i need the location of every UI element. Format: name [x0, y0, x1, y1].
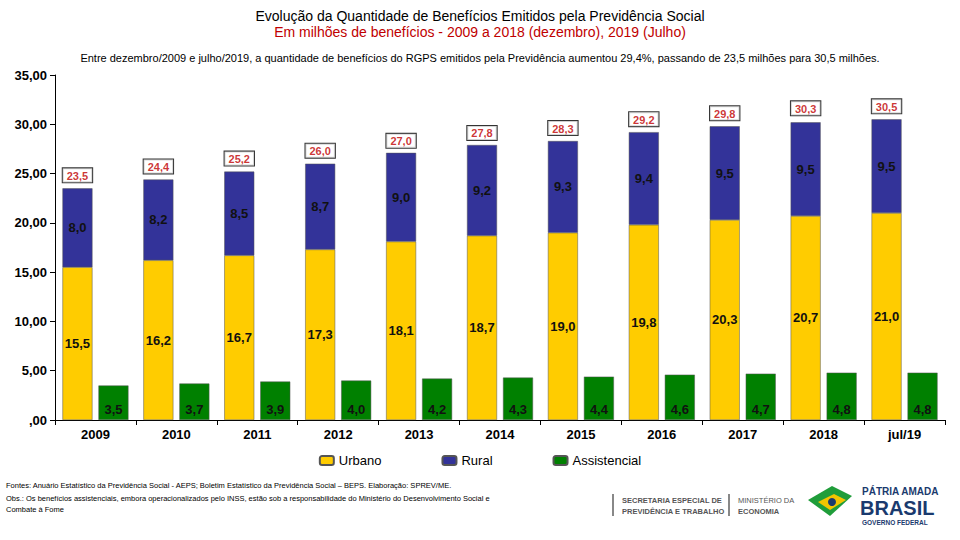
svg-text:Em milhões de benefícios - 200: Em milhões de benefícios - 2009 a 2018 (…	[274, 24, 686, 40]
svg-text:Entre dezembro/2009 e julho/20: Entre dezembro/2009 e julho/2019, a quan…	[80, 52, 879, 64]
svg-text:8,2: 8,2	[149, 212, 167, 227]
svg-text:30,3: 30,3	[795, 103, 816, 115]
svg-text:Obs.: Os benefícios assistenci: Obs.: Os benefícios assistenciais, embor…	[6, 494, 490, 503]
svg-text:,00: ,00	[29, 413, 47, 428]
svg-text:5,00: 5,00	[22, 363, 47, 378]
svg-text:2018: 2018	[809, 427, 838, 442]
svg-text:Urbano: Urbano	[339, 453, 382, 468]
svg-text:4,4: 4,4	[590, 402, 609, 417]
svg-text:35,00: 35,00	[14, 68, 47, 83]
svg-text:4,7: 4,7	[752, 402, 770, 417]
svg-text:23,5: 23,5	[67, 170, 88, 182]
svg-text:30,00: 30,00	[14, 117, 47, 132]
svg-text:8,5: 8,5	[230, 206, 248, 221]
svg-text:9,3: 9,3	[554, 179, 572, 194]
svg-text:4,2: 4,2	[428, 402, 446, 417]
svg-text:27,0: 27,0	[390, 135, 411, 147]
svg-text:9,2: 9,2	[473, 183, 491, 198]
svg-text:17,3: 17,3	[308, 327, 333, 342]
svg-text:4,0: 4,0	[347, 402, 365, 417]
svg-text:GOVERNO FEDERAL: GOVERNO FEDERAL	[862, 519, 928, 526]
svg-text:SECRETARIA ESPECIAL DE: SECRETARIA ESPECIAL DE	[622, 496, 722, 505]
svg-text:19,8: 19,8	[631, 315, 656, 330]
svg-text:ECONOMIA: ECONOMIA	[738, 507, 780, 516]
svg-text:20,00: 20,00	[14, 215, 47, 230]
svg-text:2012: 2012	[324, 427, 353, 442]
svg-text:Fontes: Anuário Estatístico da: Fontes: Anuário Estatístico da Previdênc…	[6, 481, 451, 490]
svg-text:2016: 2016	[647, 427, 676, 442]
svg-text:24,4: 24,4	[148, 161, 170, 173]
svg-text:10,00: 10,00	[14, 314, 47, 329]
svg-text:21,0: 21,0	[874, 309, 899, 324]
svg-text:2014: 2014	[486, 427, 516, 442]
svg-text:16,7: 16,7	[227, 330, 252, 345]
svg-text:Evolução da Quantidade de Bene: Evolução da Quantidade de Benefícios Emi…	[255, 8, 704, 24]
svg-text:25,2: 25,2	[229, 153, 250, 165]
svg-text:16,2: 16,2	[146, 333, 171, 348]
svg-text:20,3: 20,3	[712, 312, 737, 327]
svg-text:2015: 2015	[566, 427, 595, 442]
svg-text:MINISTÉRIO DA: MINISTÉRIO DA	[738, 496, 794, 505]
svg-text:9,5: 9,5	[878, 159, 896, 174]
svg-text:9,5: 9,5	[716, 166, 734, 181]
svg-text:Combate à Fome: Combate à Fome	[6, 505, 64, 514]
svg-text:4,6: 4,6	[671, 402, 689, 417]
svg-text:Assistencial: Assistencial	[573, 453, 642, 468]
svg-text:2011: 2011	[243, 427, 271, 442]
svg-text:29,2: 29,2	[633, 114, 654, 126]
svg-text:29,8: 29,8	[714, 108, 735, 120]
svg-text:3,5: 3,5	[104, 402, 122, 417]
svg-text:9,0: 9,0	[392, 190, 410, 205]
svg-text:18,1: 18,1	[388, 323, 413, 338]
svg-text:8,7: 8,7	[311, 199, 329, 214]
svg-text:4,8: 4,8	[914, 402, 932, 417]
svg-text:BRASIL: BRASIL	[860, 497, 934, 519]
svg-text:26,0: 26,0	[309, 145, 330, 157]
svg-text:15,5: 15,5	[65, 336, 90, 351]
svg-text:PREVIDÊNCIA E TRABALHO: PREVIDÊNCIA E TRABALHO	[622, 507, 724, 516]
svg-text:27,8: 27,8	[471, 127, 492, 139]
svg-text:jul/19: jul/19	[887, 427, 921, 442]
svg-text:2017: 2017	[728, 427, 757, 442]
svg-text:2010: 2010	[162, 427, 191, 442]
svg-text:2013: 2013	[405, 427, 434, 442]
svg-text:20,7: 20,7	[793, 310, 818, 325]
svg-text:8,0: 8,0	[68, 220, 86, 235]
svg-text:19,0: 19,0	[550, 319, 575, 334]
svg-text:25,00: 25,00	[14, 166, 47, 181]
svg-text:9,4: 9,4	[635, 171, 654, 186]
svg-text:18,7: 18,7	[469, 320, 494, 335]
svg-text:2009: 2009	[81, 427, 110, 442]
svg-text:3,7: 3,7	[185, 402, 203, 417]
svg-text:15,00: 15,00	[14, 265, 47, 280]
svg-text:PÁTRIA AMADA: PÁTRIA AMADA	[862, 485, 938, 497]
svg-text:9,5: 9,5	[797, 162, 815, 177]
svg-text:28,3: 28,3	[552, 123, 573, 135]
svg-text:4,3: 4,3	[509, 402, 527, 417]
svg-text:4,8: 4,8	[833, 402, 851, 417]
svg-text:Rural: Rural	[461, 453, 492, 468]
svg-text:3,9: 3,9	[266, 402, 284, 417]
svg-text:30,5: 30,5	[876, 101, 897, 113]
